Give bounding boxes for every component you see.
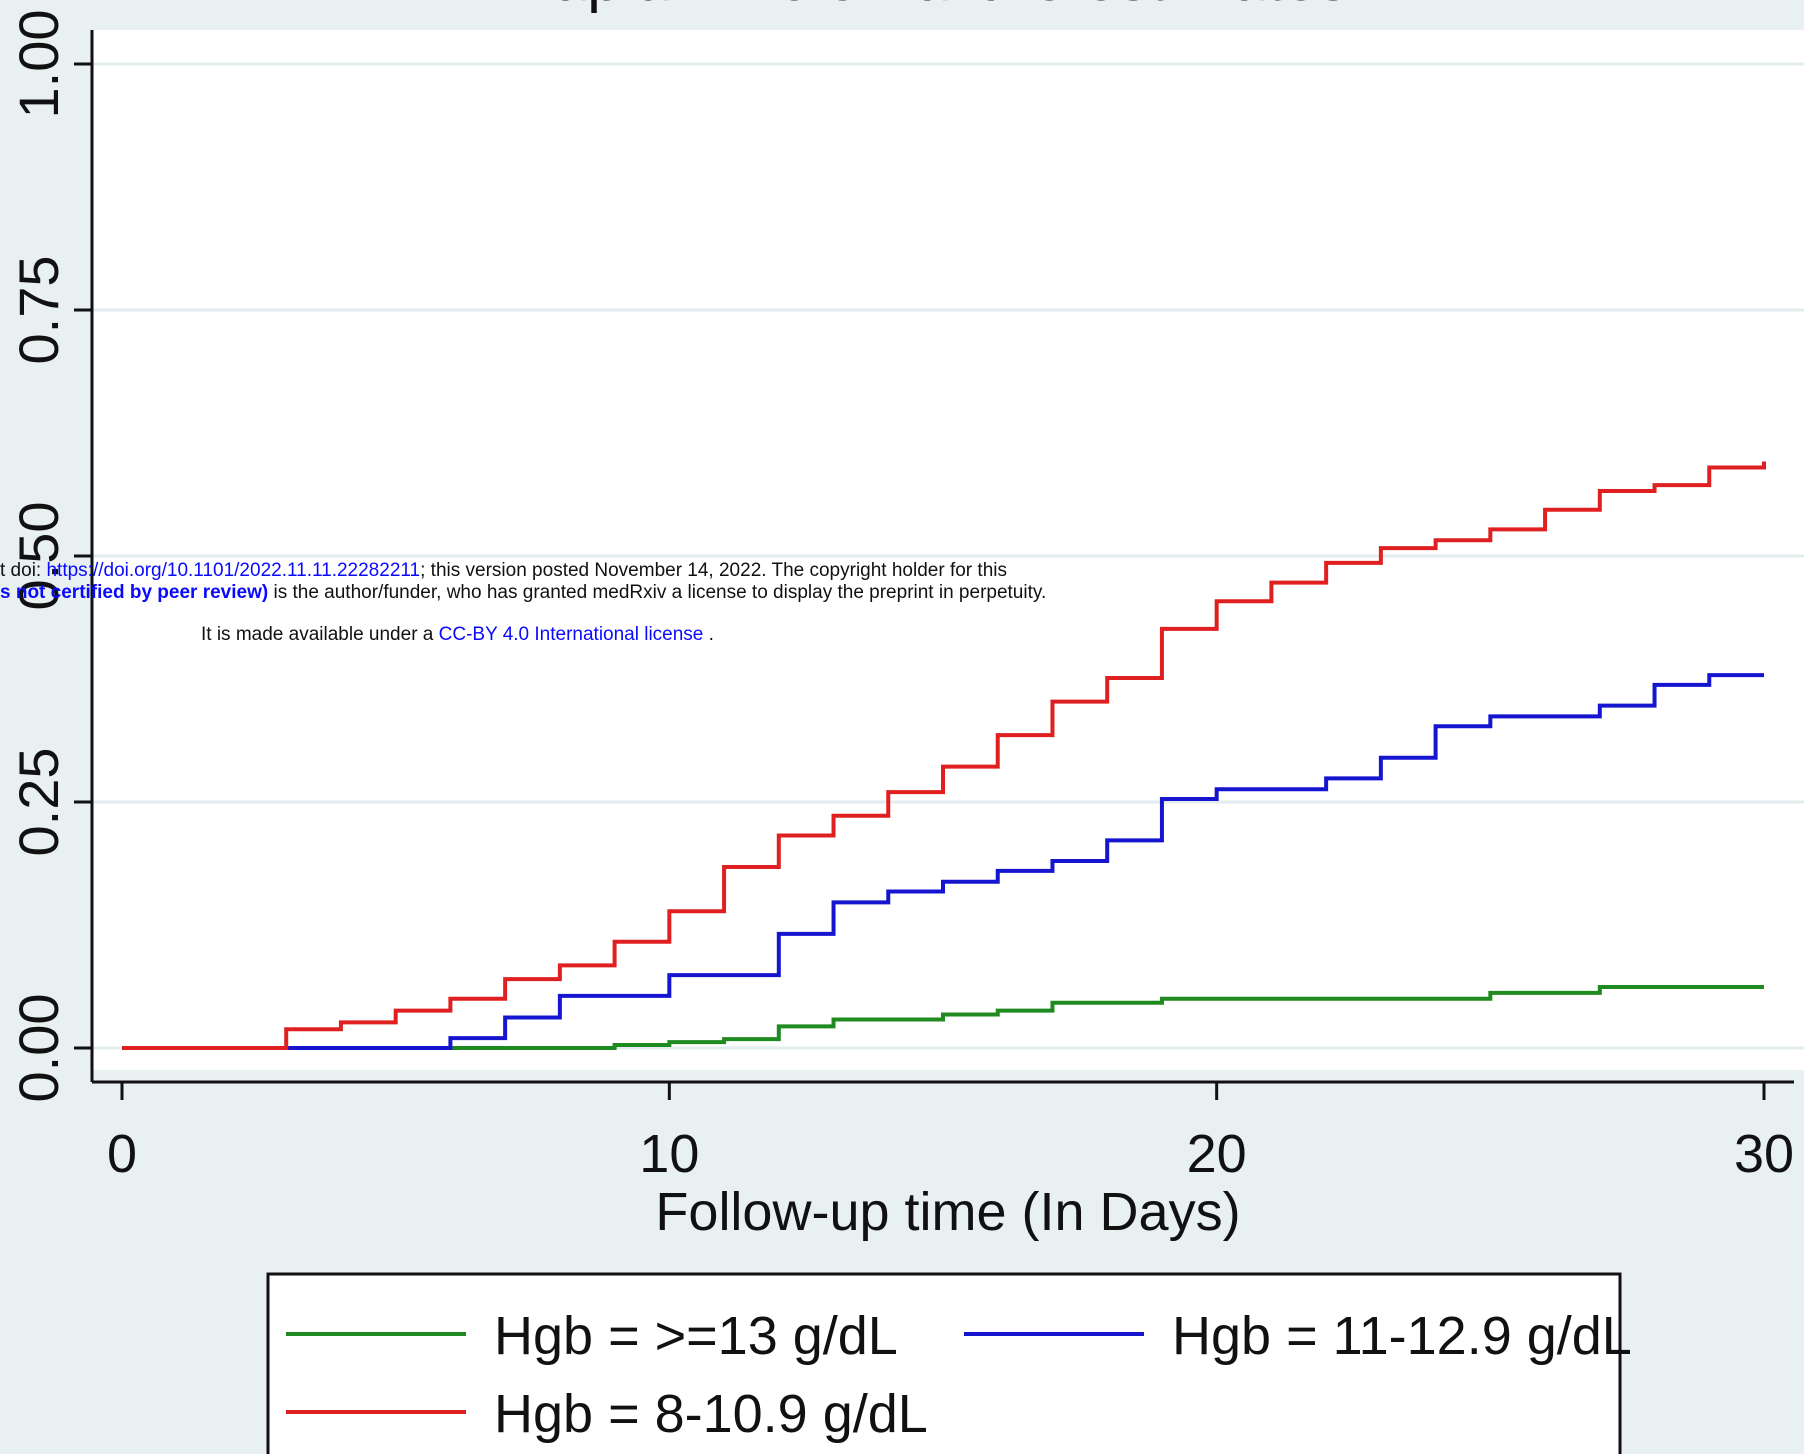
- license-link[interactable]: CC-BY 4.0 International license: [438, 624, 704, 645]
- x-ticks: 0 10 20 30: [107, 1082, 1794, 1184]
- preprint-notice-line2: s not certified by peer review) is the a…: [0, 582, 1047, 603]
- series-lines: [122, 461, 1766, 1050]
- series-line-2: [122, 673, 1764, 1050]
- legend-label: Hgb = 11-12.9 g/dL: [1172, 1306, 1632, 1366]
- legend-box: [266, 1272, 1622, 1454]
- y-tick-label: 0.50: [7, 502, 70, 611]
- series-line-1: [122, 984, 1764, 1050]
- x-tick-label: 20: [1187, 1124, 1247, 1184]
- preprint-notice-line1: t doi: https://doi.org/10.1101/2022.11.1…: [0, 560, 1007, 581]
- x-tick-label: 30: [1734, 1124, 1794, 1184]
- gridlines: [92, 62, 1804, 1050]
- x-axis-title: Follow-up time (In Days): [655, 1182, 1240, 1242]
- legend-label: Hgb = 8-10.9 g/dL: [494, 1384, 928, 1444]
- doi-link[interactable]: https://doi.org/10.1101/2022.11.11.22282…: [46, 560, 421, 581]
- legend: Hgb = >=13 g/dL Hgb = 11-12.9 g/dL Hgb = 8…: [286, 1306, 1632, 1444]
- peer-review-warning: s not certified by peer review): [0, 582, 269, 603]
- y-ticks: 0.00 0.25 0.50 0.75 1.00: [7, 10, 92, 1103]
- chart-title: Kaplan-Meier failure estimates: [511, 0, 1348, 14]
- y-tick-label: 1.00: [7, 10, 70, 119]
- x-tick-label: 0: [107, 1124, 137, 1184]
- y-tick-label: 0.00: [7, 994, 70, 1103]
- plot-area: [92, 30, 1804, 1070]
- y-tick-label: 0.75: [7, 256, 70, 365]
- legend-label: Hgb = >=13 g/dL: [494, 1306, 898, 1366]
- y-tick-label: 0.25: [7, 748, 70, 857]
- x-tick-label: 10: [639, 1124, 699, 1184]
- license-notice: It is made available under a CC-BY 4.0 I…: [201, 624, 714, 645]
- series-line-3: [122, 461, 1766, 1050]
